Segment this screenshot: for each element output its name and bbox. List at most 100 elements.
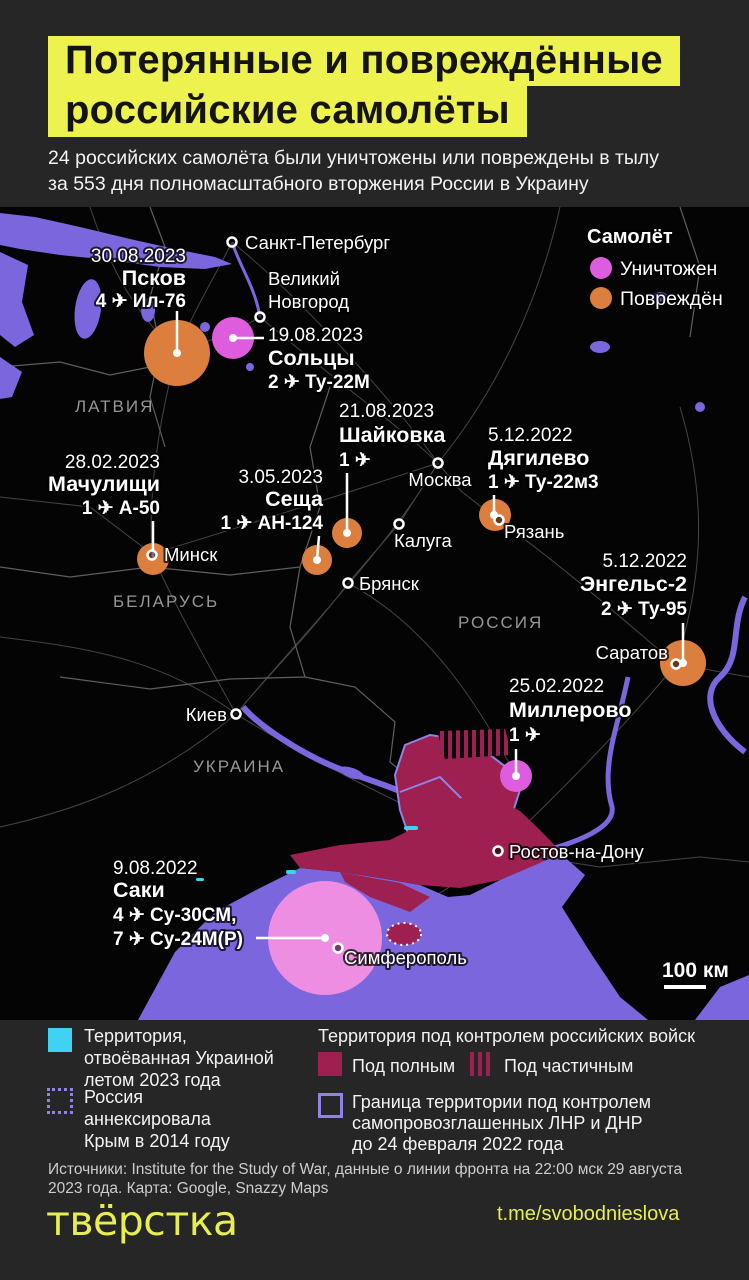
legend-partial-control-label: Под частичным bbox=[504, 1056, 634, 1076]
city-label-bryansk: Брянск bbox=[359, 573, 420, 594]
leader-lines-layer bbox=[151, 311, 685, 940]
subtitle-line1: 24 российских самолёта были уничтожены и… bbox=[48, 147, 660, 169]
city-dots-layer bbox=[146, 236, 682, 954]
city-label-kiev: Киев bbox=[186, 704, 227, 725]
legend-crimea-swatch bbox=[47, 1088, 73, 1114]
legend-lnr-dnr-text: Граница территории под контролем самопро… bbox=[352, 1092, 651, 1155]
damaged-marker-icon bbox=[590, 287, 612, 309]
crimea-annexed-dotted-border bbox=[386, 922, 422, 946]
event-aircraft: 4 ✈ Су-30СМ, bbox=[113, 905, 236, 926]
verstka-logo: твёрстка bbox=[46, 1197, 238, 1245]
event-date: 30.08.2023 bbox=[91, 246, 186, 267]
telegram-link[interactable]: t.me/svobodnieslova bbox=[497, 1203, 680, 1225]
event-place: Шайковка bbox=[339, 423, 446, 447]
event-place: Сольцы bbox=[268, 346, 355, 370]
event-label-saki: 9.08.2022 Саки 4 ✈ Су-30СМ, 7 ✈ Су-24М(Р… bbox=[111, 856, 245, 952]
occupied-south-strip bbox=[290, 796, 560, 888]
city-label-spb: Санкт-Петербург bbox=[245, 232, 390, 253]
event-center-dots bbox=[173, 334, 687, 942]
event-place: Дягилево bbox=[488, 446, 589, 470]
legend-lnr-dnr-line3: до 24 февраля 2022 года bbox=[352, 1134, 564, 1154]
region-label-russia: РОССИЯ bbox=[458, 613, 543, 632]
sources-line1: Источники: Institute for the Study of Wa… bbox=[48, 1161, 683, 1178]
legend-crimea-text: Россия аннексировала Крым в 2014 году bbox=[84, 1086, 230, 1152]
legend-control-title: Территория под контролем российских войс… bbox=[318, 1026, 695, 1046]
event-place: Сеща bbox=[265, 487, 324, 511]
city-label-kaluga: Калуга bbox=[394, 530, 452, 551]
occupied-territories-layer bbox=[196, 729, 560, 946]
recaptured-area bbox=[196, 878, 204, 881]
event-label-dyagilevo: 5.12.2022 Дягилево 1 ✈ Ту-22м3 bbox=[486, 423, 601, 495]
event-label-seshcha: 3.05.2023 Сеща 1 ✈ АН-124 bbox=[218, 465, 326, 536]
legend-crimea-line3: Крым в 2014 году bbox=[84, 1131, 230, 1151]
event-label-millerovo: 25.02.2022 Миллерово 1 ✈ bbox=[507, 674, 633, 748]
occupied-partial-area bbox=[437, 729, 512, 759]
map-legend-damaged-label: Повреждён bbox=[620, 288, 723, 310]
city-label-moscow: Москва bbox=[408, 469, 472, 490]
legend-lnr-dnr-line1: Граница территории под контролем bbox=[352, 1092, 652, 1112]
event-place: Миллерово bbox=[509, 698, 631, 722]
recaptured-area bbox=[286, 870, 296, 874]
map-legend-destroyed-label: Уничтожен bbox=[620, 258, 717, 280]
event-label-soltsy: 19.08.2023 Сольцы 2 ✈ Ту-22М bbox=[266, 323, 372, 395]
map-scale-bar bbox=[664, 985, 706, 989]
legend-lnr-dnr-line2: самопровозглашенных ЛНР и ДНР bbox=[352, 1113, 643, 1133]
legend-crimea-line2: аннексировала bbox=[84, 1109, 211, 1129]
map-legend-title: Самолёт bbox=[587, 226, 673, 248]
event-label-machulishchy: 28.02.2023 Мачулищи 1 ✈ А-50 bbox=[46, 450, 162, 521]
map: ЛАТВИЯ БЕЛАРУСЬ УКРАИНА РОССИЯ Санкт-Пет… bbox=[0, 207, 749, 1020]
event-date: 3.05.2023 bbox=[238, 467, 323, 488]
legend-recaptured-swatch bbox=[48, 1028, 72, 1052]
legend-partial-control-swatch bbox=[470, 1052, 494, 1076]
event-date: 5.12.2022 bbox=[602, 551, 687, 572]
event-place: Мачулищи bbox=[48, 472, 160, 496]
subtitle: 24 российских самолёта были уничтожены и… bbox=[48, 146, 659, 197]
city-label-minsk: Минск bbox=[164, 544, 218, 565]
occupied-crimea-north bbox=[340, 872, 430, 912]
map-legend: Самолёт Уничтожен Повреждён bbox=[585, 224, 725, 312]
city-label-rostov: Ростов-на-Дону bbox=[509, 841, 645, 862]
event-aircraft: 1 ✈ bbox=[509, 725, 541, 746]
map-scale: 100 км bbox=[660, 957, 731, 989]
event-label-shaykovka: 21.08.2023 Шайковка 1 ✈ bbox=[337, 399, 448, 473]
legend-full-control-label: Под полным bbox=[352, 1056, 456, 1076]
event-date: 21.08.2023 bbox=[339, 401, 434, 422]
event-date: 25.02.2022 bbox=[509, 676, 604, 697]
event-label-engels: 5.12.2022 Энгельс-2 2 ✈ Ту-95 bbox=[578, 549, 690, 622]
event-date: 9.08.2022 bbox=[113, 858, 198, 879]
event-place: Псков bbox=[122, 266, 186, 290]
event-aircraft: 4 ✈ Ил-76 bbox=[96, 291, 186, 312]
event-date: 28.02.2023 bbox=[65, 452, 160, 473]
map-scale-label: 100 км bbox=[662, 959, 729, 982]
legend-recaptured-text: Территория, отвоёванная Украиной летом 2… bbox=[84, 1025, 274, 1091]
legend-crimea-line1: Россия bbox=[84, 1087, 144, 1107]
legend-full-control-swatch bbox=[318, 1052, 342, 1076]
legend-recaptured-line3: летом 2023 года bbox=[84, 1070, 221, 1090]
city-label-vnovgorod1: Великий bbox=[268, 268, 340, 289]
page-title: Потерянные и повреждённые российские сам… bbox=[48, 36, 680, 137]
event-date: 19.08.2023 bbox=[268, 325, 363, 346]
legend-lnr-dnr-swatch bbox=[318, 1093, 343, 1118]
city-label-vnovgorod2: Новгород bbox=[268, 291, 349, 312]
event-aircraft: 1 ✈ bbox=[339, 450, 371, 471]
event-place: Энгельс-2 bbox=[580, 572, 687, 596]
sources-text: Источники: Institute for the Study of Wa… bbox=[48, 1160, 682, 1198]
event-aircraft: 2 ✈ Ту-22М bbox=[268, 372, 370, 393]
page-title-line2: российские самолёты bbox=[48, 86, 527, 137]
page-title-line1: Потерянные и повреждённые bbox=[48, 36, 680, 87]
event-aircraft: 7 ✈ Су-24М(Р) bbox=[113, 929, 243, 950]
event-aircraft: 2 ✈ Ту-95 bbox=[601, 599, 687, 620]
recaptured-area bbox=[404, 826, 418, 830]
event-date: 5.12.2022 bbox=[488, 425, 573, 446]
event-place: Саки bbox=[113, 878, 165, 902]
subtitle-line2: за 553 дня полномасштабного вторжения Ро… bbox=[48, 172, 589, 195]
city-label-ryazan: Рязань bbox=[504, 521, 564, 542]
region-label-belarus: БЕЛАРУСЬ bbox=[113, 592, 219, 611]
event-aircraft: 1 ✈ Ту-22м3 bbox=[488, 472, 599, 493]
event-aircraft: 1 ✈ А-50 bbox=[82, 498, 160, 519]
city-label-saratov: Саратов bbox=[596, 642, 669, 663]
legend-recaptured-line2: отвоёванная Украиной bbox=[84, 1048, 274, 1068]
region-label-latvia: ЛАТВИЯ bbox=[75, 397, 154, 416]
legend-recaptured-line1: Территория, bbox=[84, 1026, 187, 1046]
